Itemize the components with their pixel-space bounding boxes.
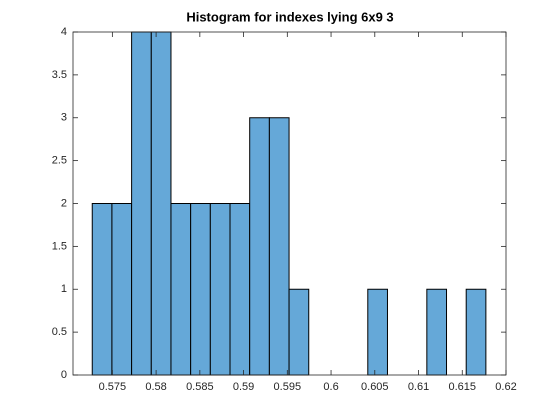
y-tick-label: 1 xyxy=(61,283,67,295)
bar xyxy=(268,117,290,376)
bar xyxy=(91,203,113,376)
y-tick-label: 0 xyxy=(61,369,67,381)
y-tick-label: 4 xyxy=(61,26,67,38)
y-tick-label: 2.5 xyxy=(52,155,67,167)
y-tick-label: 3.5 xyxy=(52,69,67,81)
y-tick-label: 1.5 xyxy=(52,240,67,252)
x-tick-label: 0.61 xyxy=(408,381,429,393)
y-tick-label: 3 xyxy=(61,112,67,124)
bar xyxy=(288,288,310,376)
bar xyxy=(426,288,448,376)
y-tick-label: 2 xyxy=(61,197,67,209)
x-tick-label: 0.615 xyxy=(448,381,476,393)
x-tick-label: 0.59 xyxy=(233,381,254,393)
x-tick-label: 0.595 xyxy=(274,381,302,393)
bar xyxy=(170,203,192,376)
x-tick-label: 0.585 xyxy=(186,381,214,393)
bar xyxy=(465,288,487,376)
x-tick-label: 0.575 xyxy=(99,381,127,393)
x-tick-label: 0.58 xyxy=(145,381,166,393)
bar xyxy=(367,288,388,376)
y-tick-label: 0.5 xyxy=(52,326,67,338)
bar xyxy=(111,203,133,376)
bar xyxy=(209,203,231,376)
chart-title: Histogram for indexes lying 6x9 3 xyxy=(186,9,393,24)
bar xyxy=(150,31,172,376)
bar xyxy=(229,203,251,376)
x-tick-label: 0.6 xyxy=(323,381,338,393)
bar xyxy=(190,203,211,376)
bar xyxy=(131,31,152,376)
x-tick-label: 0.605 xyxy=(361,381,389,393)
x-tick-label: 0.62 xyxy=(495,381,516,393)
bar xyxy=(249,117,270,376)
